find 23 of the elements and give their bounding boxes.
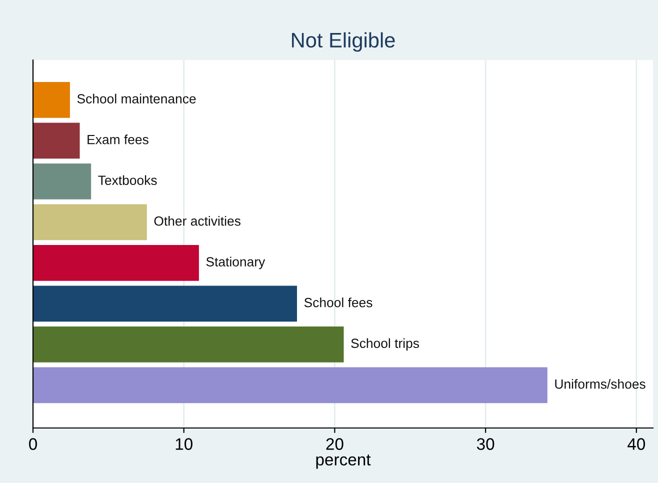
- y-tick-label: Exam fees: [88, 134, 148, 144]
- bar: [33, 122, 80, 159]
- y-tick-label: Other activities: [154, 216, 240, 226]
- x-tick-label: 40: [628, 438, 646, 450]
- x-tick-label: 30: [476, 438, 494, 450]
- bar: [33, 82, 70, 118]
- x-tick-label: 0: [29, 438, 37, 450]
- y-tick-label: School trips: [351, 338, 419, 351]
- bar: [33, 164, 92, 200]
- bar: [33, 326, 344, 362]
- y-tick-label: School fees: [304, 298, 372, 308]
- bar: [33, 204, 147, 240]
- y-tick-label: Textbooks: [98, 175, 157, 185]
- y-tick-label: School maintenance: [77, 94, 196, 104]
- chart-title: Not Eligible: [292, 32, 395, 52]
- bar: [33, 245, 199, 281]
- x-axis-title: percent: [316, 454, 371, 469]
- bar: [33, 367, 548, 404]
- y-tick-label: Stationary: [206, 256, 266, 270]
- x-tick-label: 20: [326, 438, 344, 450]
- bar: [33, 286, 297, 322]
- x-tick-label: 10: [176, 438, 192, 450]
- y-tick-label: Uniforms/shoes: [555, 379, 646, 389]
